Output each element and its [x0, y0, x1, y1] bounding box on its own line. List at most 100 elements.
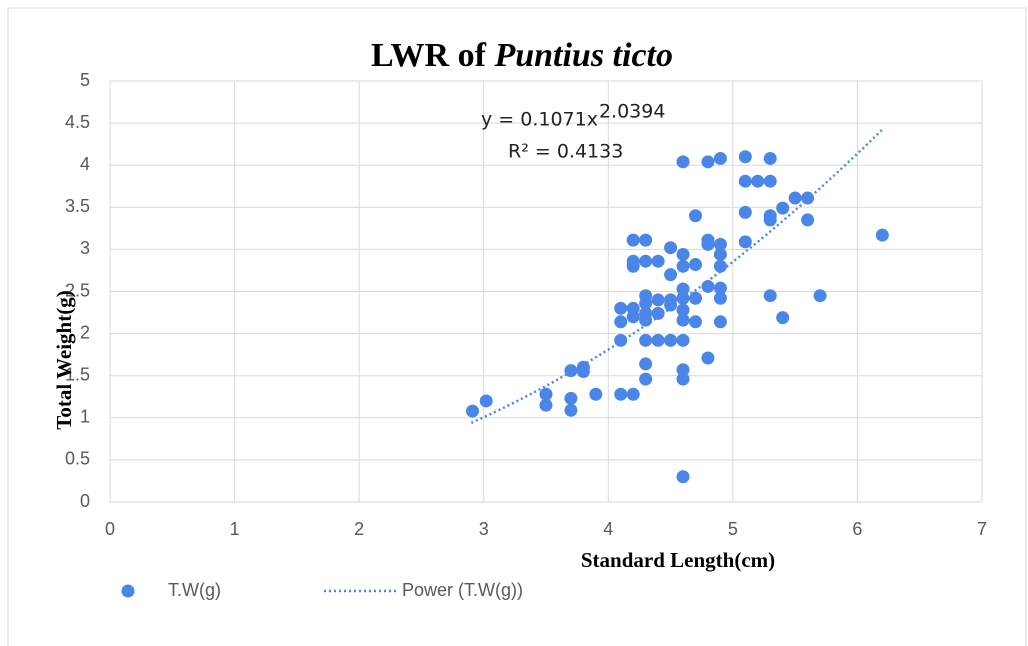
point: [688, 291, 702, 305]
point: [651, 306, 665, 320]
point: [664, 241, 678, 255]
point: [788, 191, 802, 205]
point: [614, 315, 628, 329]
x-tick-label: 7: [977, 519, 987, 539]
equation: y = 0.1071x: [481, 109, 598, 131]
y-tick-label: 2.5: [65, 280, 90, 300]
point: [564, 364, 578, 378]
y-tick-label: 3.5: [65, 196, 90, 216]
point: [639, 372, 653, 386]
legend-marker: [121, 584, 135, 598]
y-tick-label: 0: [80, 491, 90, 511]
point: [776, 201, 790, 215]
point: [539, 398, 553, 412]
point: [589, 387, 603, 401]
point: [626, 254, 640, 268]
point: [688, 315, 702, 329]
point: [676, 303, 690, 317]
marks: T.W(g) Power (T.W(g)): [121, 128, 889, 600]
y-tick-label: 4: [80, 154, 90, 174]
point: [664, 333, 678, 347]
y-tick-label: 2: [80, 322, 90, 342]
x-tick-label: 3: [479, 519, 489, 539]
point: [676, 282, 690, 296]
point: [651, 254, 665, 268]
y-tick-label: 1: [80, 407, 90, 427]
point: [626, 387, 640, 401]
point: [639, 254, 653, 268]
point: [639, 233, 653, 247]
x-tick-label: 1: [230, 519, 240, 539]
r-squared: R² = 0.4133: [508, 141, 623, 163]
point: [801, 191, 815, 205]
point: [639, 333, 653, 347]
point: [751, 174, 765, 188]
point: [701, 351, 715, 365]
point: [676, 333, 690, 347]
point: [738, 235, 752, 249]
point: [614, 301, 628, 315]
legend-label: Power (T.W(g)): [402, 580, 523, 600]
x-tick-label: 5: [728, 519, 738, 539]
point: [676, 247, 690, 261]
y-tick-label: 3: [80, 238, 90, 258]
point: [639, 357, 653, 371]
point: [713, 281, 727, 295]
point: [676, 291, 690, 305]
point: [626, 310, 640, 324]
chart-title: LWR of Puntius ticto: [371, 37, 673, 74]
point: [713, 247, 727, 261]
point: [651, 293, 665, 307]
x-tick-label: 4: [603, 519, 613, 539]
point: [614, 387, 628, 401]
point: [626, 233, 640, 247]
point: [639, 313, 653, 327]
point: [713, 237, 727, 251]
x-tick-label: 0: [105, 519, 115, 539]
trendline: [470, 128, 884, 425]
point: [776, 311, 790, 325]
y-axis-label: Total Weight(g): [52, 290, 76, 429]
point: [713, 259, 727, 273]
equation-exponent: 2.0394: [599, 101, 665, 123]
point: [664, 298, 678, 312]
x-axis-label: Standard Length(cm): [581, 548, 775, 572]
point: [576, 364, 590, 378]
point: [763, 213, 777, 227]
grid: 0 0.5 1 1.5 2 2.5 3 3.5 4 4.5 5 0 1 2 3 4 5 6 7: [65, 70, 987, 539]
title-italic: Puntius ticto: [493, 37, 673, 74]
point: [763, 174, 777, 188]
y-tick-label: 5: [80, 70, 90, 90]
point: [738, 150, 752, 164]
point: [701, 279, 715, 293]
point: [564, 391, 578, 405]
point: [713, 291, 727, 305]
title-text: LWR of: [371, 37, 487, 74]
point: [539, 387, 553, 401]
point: [713, 151, 727, 165]
point: [676, 259, 690, 273]
point: [676, 363, 690, 377]
point: [738, 205, 752, 219]
x-tick-label: 6: [852, 519, 862, 539]
point: [738, 174, 752, 188]
legend-label: T.W(g): [168, 580, 221, 600]
point: [688, 209, 702, 223]
point: [564, 403, 578, 417]
point: [688, 258, 702, 272]
point: [676, 372, 690, 386]
point: [676, 470, 690, 484]
point: [813, 289, 827, 303]
point: [614, 333, 628, 347]
point: [801, 213, 815, 227]
labels: LWR of Puntius ticto Standard Length(cm)…: [52, 37, 775, 572]
y-tick-label: 1.5: [65, 364, 90, 384]
point: [713, 315, 727, 329]
point: [875, 228, 889, 242]
point: [701, 155, 715, 169]
point: [639, 296, 653, 310]
chart-frame: [7, 7, 1027, 646]
y-tick-label: 4.5: [65, 112, 90, 132]
point: [664, 268, 678, 282]
